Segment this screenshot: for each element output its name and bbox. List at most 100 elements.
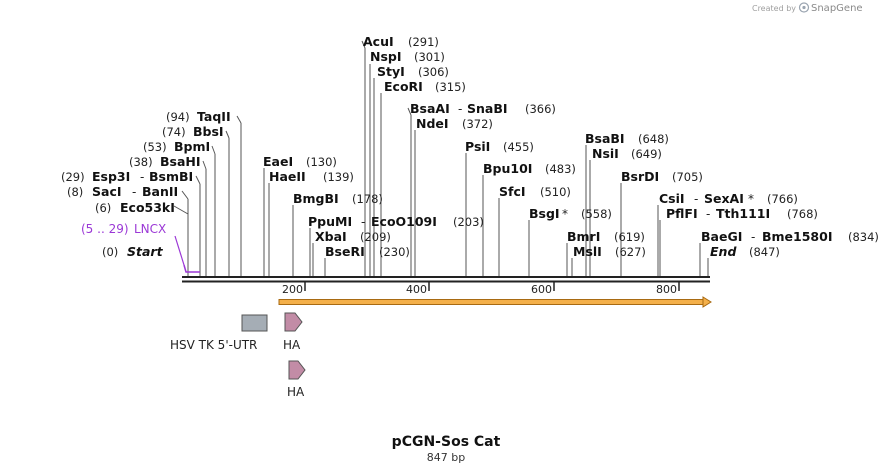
feature-label-ha-2: HA [287, 385, 305, 399]
feature-label-ha-1: HA [283, 338, 301, 352]
enzyme-bpu10i[interactable]: Bpu10I (483) [483, 161, 576, 176]
enzyme-separator: - [132, 185, 136, 199]
enzyme-haeii[interactable]: HaeII (139) [269, 169, 354, 184]
enzyme-ndei[interactable]: NdeI (372) [416, 116, 493, 131]
enzyme-star: * [562, 207, 568, 221]
enzyme-pos: (847) [749, 245, 780, 259]
orf-arrow[interactable] [278, 296, 712, 308]
feature-hsv-tk-utr[interactable]: HSV TK 5'-UTR [170, 314, 268, 352]
enzyme-ppumi-ecoo109i[interactable]: PpuMI - EcoO109I (203) [308, 214, 484, 229]
enzyme-name: HaeII [269, 169, 306, 184]
enzyme-pos: (203) [453, 215, 484, 229]
connector-acui [361, 40, 366, 49]
enzyme-name: Bpu10I [483, 161, 532, 176]
enzyme-pos: (483) [545, 162, 576, 176]
enzyme-pos: (648) [638, 132, 669, 146]
enzyme-pos: (291) [408, 35, 439, 49]
enzyme-bsaai-snabi[interactable]: BsaAI - SnaBI (366) [410, 101, 556, 116]
enzyme-pos: (0) [102, 245, 118, 259]
enzyme-pos: (74) [162, 125, 186, 139]
enzyme-pos: (53) [143, 140, 167, 154]
enzyme-name: Eco53kI [120, 200, 175, 215]
enzyme-eaei[interactable]: EaeI (130) [263, 154, 337, 169]
enzyme-separator: - [751, 230, 755, 244]
primer-range: (5 .. 29) [81, 222, 129, 236]
enzyme-pos: (627) [615, 245, 646, 259]
enzyme-pos: (768) [787, 207, 818, 221]
enzyme-pos: (558) [581, 207, 612, 221]
enzyme-bsrdi[interactable]: BsrDI (705) [621, 169, 703, 184]
connector-bsaai [407, 107, 412, 116]
enzyme-bsahi[interactable]: (38) BsaHI [129, 154, 201, 169]
enzyme-end[interactable]: End (847) [710, 244, 780, 259]
enzyme-pos: (94) [166, 110, 190, 124]
enzyme-pos: (230) [379, 245, 410, 259]
enzyme-name: AcuI [363, 34, 394, 49]
enzyme-pos: (178) [352, 192, 383, 206]
enzyme-name: SacI [92, 184, 122, 199]
enzyme-pos: (130) [306, 155, 337, 169]
enzyme-name: BsaBI [585, 131, 625, 146]
enzyme-name: End [710, 244, 737, 259]
enzyme-bbsi[interactable]: (74) BbsI [162, 124, 224, 139]
enzyme-name: Start [127, 244, 164, 259]
enzyme-bpmi[interactable]: (53) BpmI [143, 139, 210, 154]
enzyme-nspi[interactable]: NspI (301) [370, 49, 445, 64]
primer-name: LNCX [134, 222, 166, 236]
enzyme-pos: (705) [672, 170, 703, 184]
enzyme-name2: Tth111I [716, 206, 770, 221]
enzyme-bseri[interactable]: BseRI (230) [325, 244, 410, 259]
connector-taqii [236, 115, 242, 124]
primer-lncx[interactable]: (5 .. 29) LNCX [81, 222, 200, 273]
enzyme-name2: EcoO109I [371, 214, 437, 229]
enzyme-pos: (301) [414, 50, 445, 64]
tick-label-200: 200 [282, 283, 303, 296]
enzyme-csii-sexai[interactable]: CsiI - SexAI * (766) [659, 191, 798, 206]
enzyme-taqii[interactable]: (94) TaqII [166, 109, 231, 124]
feature-label-hsv-tk: HSV TK 5'-UTR [170, 338, 257, 352]
enzyme-baegi-bme1580i[interactable]: BaeGI - Bme1580I (834) [701, 229, 879, 244]
label-connectors [173, 40, 412, 215]
connector-bpmi [211, 145, 216, 155]
enzyme-pos: (38) [129, 155, 153, 169]
enzyme-pflfi-tth111i[interactable]: PflFI - Tth111I (768) [666, 206, 818, 221]
feature-ha-1[interactable]: HA [283, 312, 303, 352]
enzyme-labels: (0) Start (6) Eco53kI (8) SacI - BanII (… [61, 34, 879, 259]
enzyme-name: BsaAI [410, 101, 450, 116]
enzyme-msli[interactable]: MslI (627) [573, 244, 646, 259]
enzyme-ecori[interactable]: EcoRI (315) [384, 79, 466, 94]
connector-saci [181, 190, 189, 200]
enzyme-esp3i-bsmbi[interactable]: (29) Esp3I - BsmBI [61, 169, 193, 184]
enzyme-name: Esp3I [92, 169, 130, 184]
enzyme-name: MslI [573, 244, 602, 259]
enzyme-name: BaeGI [701, 229, 742, 244]
enzyme-psii[interactable]: PsiI (455) [465, 139, 534, 154]
connector-bbsi [225, 130, 230, 139]
enzyme-bsabi[interactable]: BsaBI (648) [585, 131, 669, 146]
enzyme-eco53ki[interactable]: (6) Eco53kI [95, 200, 175, 215]
enzyme-name: BbsI [193, 124, 224, 139]
enzyme-nsii[interactable]: NsiI (649) [592, 146, 662, 161]
enzyme-name2: SexAI [704, 191, 744, 206]
enzyme-bsgi[interactable]: BsgI * (558) [529, 206, 612, 221]
enzyme-pos: (6) [95, 201, 111, 215]
enzyme-sfci[interactable]: SfcI (510) [499, 184, 571, 199]
enzyme-name: NsiI [592, 146, 619, 161]
enzyme-bmri[interactable]: BmrI (619) [567, 229, 645, 244]
enzyme-start[interactable]: (0) Start [102, 244, 164, 259]
enzyme-bmgbi[interactable]: BmgBI (178) [293, 191, 383, 206]
feature-ha-2[interactable]: HA [287, 360, 306, 399]
enzyme-name: PsiI [465, 139, 490, 154]
enzyme-star: * [748, 192, 754, 206]
enzyme-xbai[interactable]: XbaI (209) [315, 229, 391, 244]
enzyme-name: EcoRI [384, 79, 423, 94]
sequence-backbone [182, 276, 710, 283]
enzyme-name: PflFI [666, 206, 698, 221]
enzyme-name: BseRI [325, 244, 365, 259]
enzyme-separator: - [706, 207, 710, 221]
connector-esp3i [195, 175, 201, 185]
enzyme-styi[interactable]: StyI (306) [377, 64, 449, 79]
enzyme-saci-banii[interactable]: (8) SacI - BanII [67, 184, 178, 199]
enzyme-name: SfcI [499, 184, 526, 199]
enzyme-acui[interactable]: AcuI (291) [363, 34, 439, 49]
